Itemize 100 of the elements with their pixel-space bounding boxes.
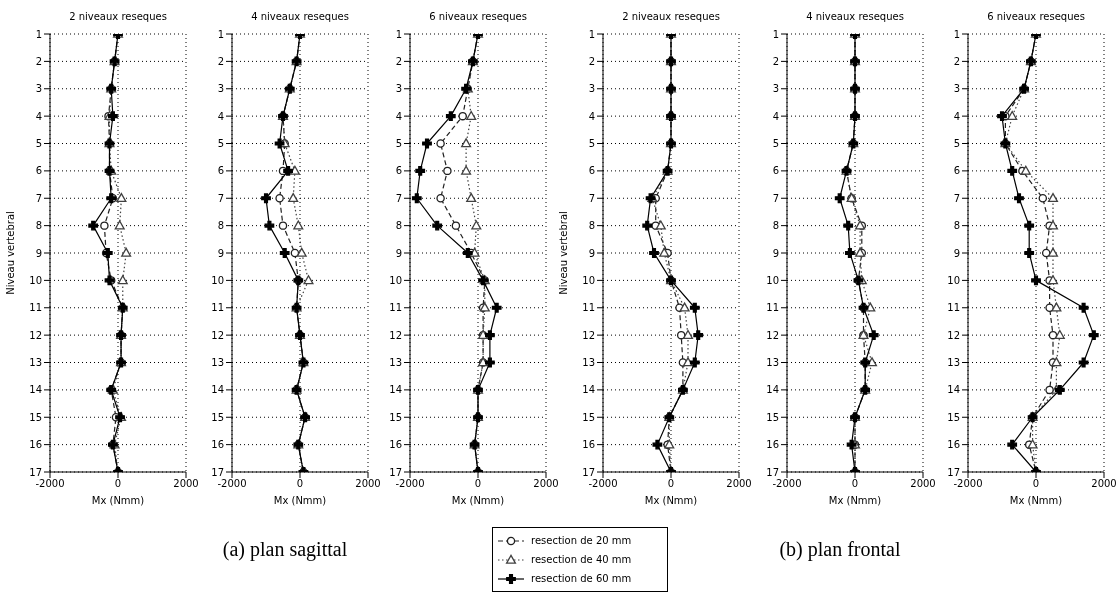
x-axis-title: Mx (Nmm) [828,495,882,506]
y-tick-label: 6 [217,165,224,177]
y-tick-label: 4 [953,110,960,122]
y-tick-label: 4 [588,110,595,122]
x-tick-label: 0 [296,478,304,490]
y-tick-label: 8 [217,220,224,232]
y-tick-label: 5 [35,138,42,150]
y-tick-label: 16 [389,439,402,451]
y-tick-label: 2 [588,55,595,67]
x-axis-title: Mx (Nmm) [451,495,505,506]
y-tick-label: 14 [29,384,42,396]
chart-title: 4 niveaux reseques [805,10,905,24]
y-tick-label: 7 [588,192,595,204]
y-tick-label: 8 [772,220,779,232]
x-tick-label: -2000 [772,478,802,490]
y-tick-label: 8 [395,220,402,232]
chart-title: 6 niveaux reseques [428,10,528,24]
y-tick-label: 11 [29,302,42,314]
y-tick-label: 8 [588,220,595,232]
y-tick-label: 6 [395,165,402,177]
y-tick-label: 17 [29,466,42,478]
y-tick-label: 11 [582,302,595,314]
y-tick-label: 13 [389,357,402,369]
y-tick-label: 3 [953,83,960,95]
y-tick-label: 1 [35,28,42,40]
text: (b) plan frontal [778,538,902,561]
y-tick-label: 4 [217,110,224,122]
y-tick-label: 5 [217,138,224,150]
y-tick-label: 2 [395,55,402,67]
y-tick-label: 13 [766,357,779,369]
y-tick-label: 8 [953,220,960,232]
y-tick-label: 5 [395,138,402,150]
x-tick-label: 2000 [533,478,559,490]
text: (a) plan sagittal [221,538,349,561]
y-tick-label: 13 [211,357,224,369]
legend-label: resection de 20 mm [531,535,632,546]
y-tick-label: 9 [395,247,402,259]
y-tick-label: 3 [395,83,402,95]
y-tick-label: 9 [772,247,779,259]
y-tick-label: 15 [389,411,402,423]
y-tick-label: 10 [211,274,224,286]
y-tick-label: 7 [35,192,42,204]
y-tick-label: 2 [35,55,42,67]
y-tick-label: 10 [29,274,42,286]
y-tick-label: 7 [395,192,402,204]
y-tick-label: 5 [953,138,960,150]
y-tick-label: 12 [582,329,595,341]
y-tick-label: 10 [947,274,960,286]
y-tick-label: 5 [588,138,595,150]
y-tick-label: 16 [582,439,595,451]
y-tick-label: 1 [953,28,960,40]
chart-title: 2 niveaux reseques [68,10,168,24]
x-tick-label: 0 [851,478,859,490]
x-tick-label: 0 [114,478,122,490]
y-tick-label: 16 [211,439,224,451]
y-tick-label: 1 [395,28,402,40]
legend-label: resection de 60 mm [531,573,632,584]
y-tick-label: 13 [947,357,960,369]
y-tick-label: 5 [772,138,779,150]
y-tick-label: 7 [953,192,960,204]
y-tick-label: 15 [766,411,779,423]
y-tick-label: 9 [588,247,595,259]
x-axis-title: Mx (Nmm) [91,495,145,506]
y-tick-label: 7 [217,192,224,204]
y-tick-label: 6 [588,165,595,177]
y-tick-label: 6 [772,165,779,177]
y-tick-label: 11 [389,302,402,314]
x-tick-label: -2000 [35,478,65,490]
y-tick-label: 3 [217,83,224,95]
y-tick-label: 11 [766,302,779,314]
y-tick-label: 10 [389,274,402,286]
y-tick-label: 4 [35,110,42,122]
y-tick-label: 16 [29,439,42,451]
x-tick-label: 2000 [910,478,936,490]
y-tick-label: 6 [35,165,42,177]
y-tick-label: 17 [211,466,224,478]
x-tick-label: -2000 [588,478,618,490]
y-tick-label: 14 [947,384,960,396]
y-tick-label: 4 [395,110,402,122]
y-tick-label: 9 [217,247,224,259]
y-tick-label: 14 [389,384,402,396]
y-tick-label: 12 [211,329,224,341]
x-tick-label: 2000 [1091,478,1117,490]
y-tick-label: 17 [389,466,402,478]
x-tick-label: -2000 [953,478,983,490]
y-tick-label: 3 [772,83,779,95]
y-tick-label: 16 [766,439,779,451]
x-tick-label: 0 [1032,478,1040,490]
y-tick-label: 11 [211,302,224,314]
chart-title: 4 niveaux reseques [250,10,350,24]
y-tick-label: 10 [582,274,595,286]
x-axis-title: Mx (Nmm) [273,495,327,506]
x-axis-title: Mx (Nmm) [1009,495,1063,506]
y-tick-label: 16 [947,439,960,451]
x-tick-label: 2000 [726,478,752,490]
y-tick-label: 17 [766,466,779,478]
y-tick-label: 9 [35,247,42,259]
y-tick-label: 12 [947,329,960,341]
y-tick-label: 7 [772,192,779,204]
y-tick-label: 15 [211,411,224,423]
